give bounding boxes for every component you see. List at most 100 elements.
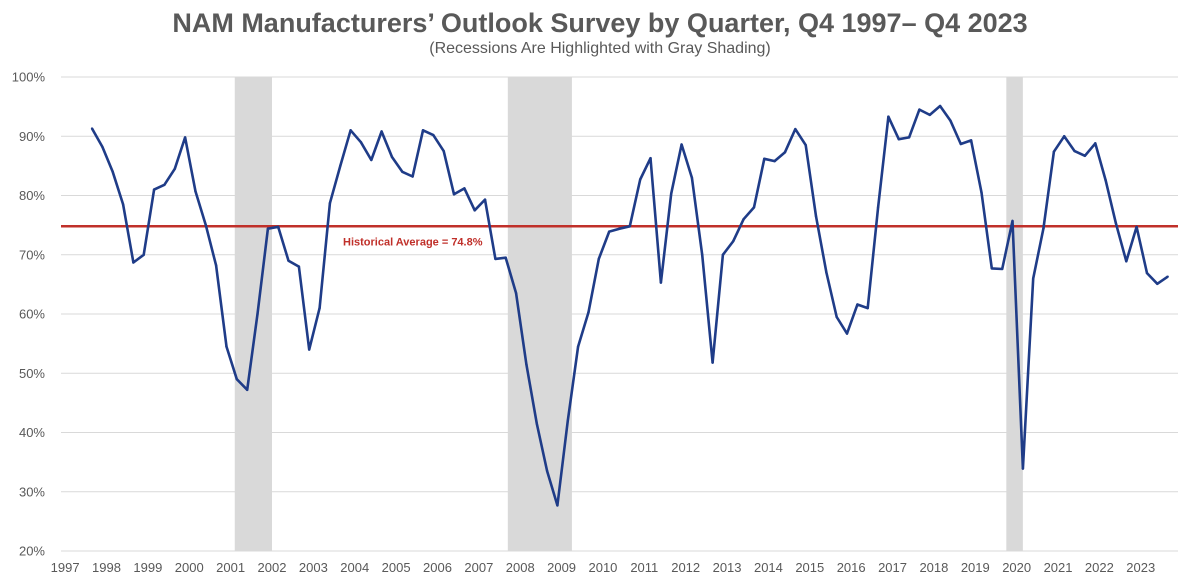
data-point xyxy=(763,157,766,160)
data-point xyxy=(918,108,921,111)
data-point xyxy=(1156,282,1159,285)
data-point xyxy=(783,151,787,154)
y-tick-label: 50% xyxy=(19,366,45,381)
data-point xyxy=(659,281,663,284)
data-point xyxy=(1166,275,1169,278)
data-point xyxy=(825,271,828,274)
x-tick-label: 2022 xyxy=(1085,560,1114,575)
data-point xyxy=(90,127,94,130)
data-point xyxy=(887,115,890,118)
data-point xyxy=(928,113,931,117)
data-point xyxy=(1094,142,1097,145)
data-point xyxy=(1083,154,1087,158)
data-point xyxy=(649,156,652,160)
data-point xyxy=(101,145,104,149)
chart-subtitle: (Recessions Are Highlighted with Gray Sh… xyxy=(429,40,771,57)
data-point xyxy=(1073,149,1076,153)
data-point xyxy=(690,176,694,179)
data-point xyxy=(535,422,538,425)
data-point xyxy=(628,225,632,228)
data-point xyxy=(370,158,373,162)
data-point xyxy=(556,504,559,507)
data-point xyxy=(297,265,301,268)
data-point xyxy=(121,203,125,206)
data-point xyxy=(814,215,818,218)
data-point xyxy=(463,187,466,190)
data-point xyxy=(618,227,621,230)
data-point xyxy=(152,188,156,191)
data-point xyxy=(494,257,497,261)
data-point xyxy=(597,257,601,261)
data-point xyxy=(959,142,963,146)
y-tick-label: 20% xyxy=(19,544,45,559)
data-point xyxy=(949,119,952,123)
x-tick-label: 1999 xyxy=(133,560,162,575)
data-point xyxy=(897,138,900,141)
data-point xyxy=(545,469,549,473)
data-point xyxy=(256,312,259,316)
data-point xyxy=(214,264,218,267)
data-point xyxy=(773,159,776,163)
data-point xyxy=(670,192,673,195)
x-axis-ticks: 1997 1998 1999 2000 2001 2002 2003 2004 2005 2006… xyxy=(51,560,1156,575)
data-point xyxy=(132,261,135,264)
data-point xyxy=(380,130,383,133)
data-point xyxy=(742,218,745,221)
data-point xyxy=(401,170,404,173)
data-point xyxy=(980,191,983,194)
data-point xyxy=(328,202,332,205)
data-point xyxy=(483,198,487,201)
data-point xyxy=(711,361,714,364)
data-point xyxy=(1135,225,1138,229)
x-tick-label: 2009 xyxy=(547,560,576,575)
x-tick-label: 2003 xyxy=(299,560,328,575)
data-point xyxy=(721,253,725,256)
data-point xyxy=(452,193,456,196)
data-point xyxy=(525,363,528,366)
x-tick-label: 2015 xyxy=(795,560,824,575)
x-tick-label: 2021 xyxy=(1044,560,1073,575)
x-tick-label: 2019 xyxy=(961,560,990,575)
x-tick-label: 1998 xyxy=(92,560,121,575)
data-point xyxy=(318,306,321,310)
x-tick-label: 2018 xyxy=(919,560,948,575)
data-point xyxy=(514,292,518,295)
data-point xyxy=(752,206,756,209)
data-point xyxy=(576,345,580,348)
data-point xyxy=(442,149,445,153)
data-point xyxy=(1032,277,1035,280)
y-tick-label: 70% xyxy=(19,247,45,262)
data-point xyxy=(587,311,590,314)
x-tick-label: 2023 xyxy=(1126,560,1155,575)
data-point xyxy=(938,104,942,108)
data-point xyxy=(266,227,270,230)
data-point xyxy=(876,206,880,209)
data-point xyxy=(907,136,911,139)
data-point xyxy=(1042,226,1045,230)
data-point xyxy=(349,129,352,132)
y-axis-ticks: 20% 30% 40% 50% 60% 70% 80% 90% 100% xyxy=(12,70,46,559)
data-point xyxy=(680,143,683,146)
data-point xyxy=(308,348,311,351)
x-tick-label: 2008 xyxy=(506,560,535,575)
data-point xyxy=(701,253,704,256)
y-tick-label: 40% xyxy=(19,425,45,440)
y-tick-label: 30% xyxy=(19,484,45,499)
data-point xyxy=(473,209,476,212)
x-tick-label: 2020 xyxy=(1002,560,1031,575)
y-tick-label: 60% xyxy=(19,307,45,322)
x-tick-label: 2005 xyxy=(382,560,411,575)
data-point xyxy=(969,139,973,142)
data-point xyxy=(204,223,207,227)
x-tick-label: 2006 xyxy=(423,560,452,575)
data-point xyxy=(990,267,994,270)
data-point xyxy=(1021,467,1025,470)
data-point xyxy=(225,345,228,348)
data-point xyxy=(421,129,425,132)
data-point xyxy=(359,140,363,144)
x-tick-label: 2001 xyxy=(216,560,245,575)
data-point xyxy=(845,332,849,335)
data-point xyxy=(856,303,859,306)
y-tick-label: 90% xyxy=(19,129,45,144)
